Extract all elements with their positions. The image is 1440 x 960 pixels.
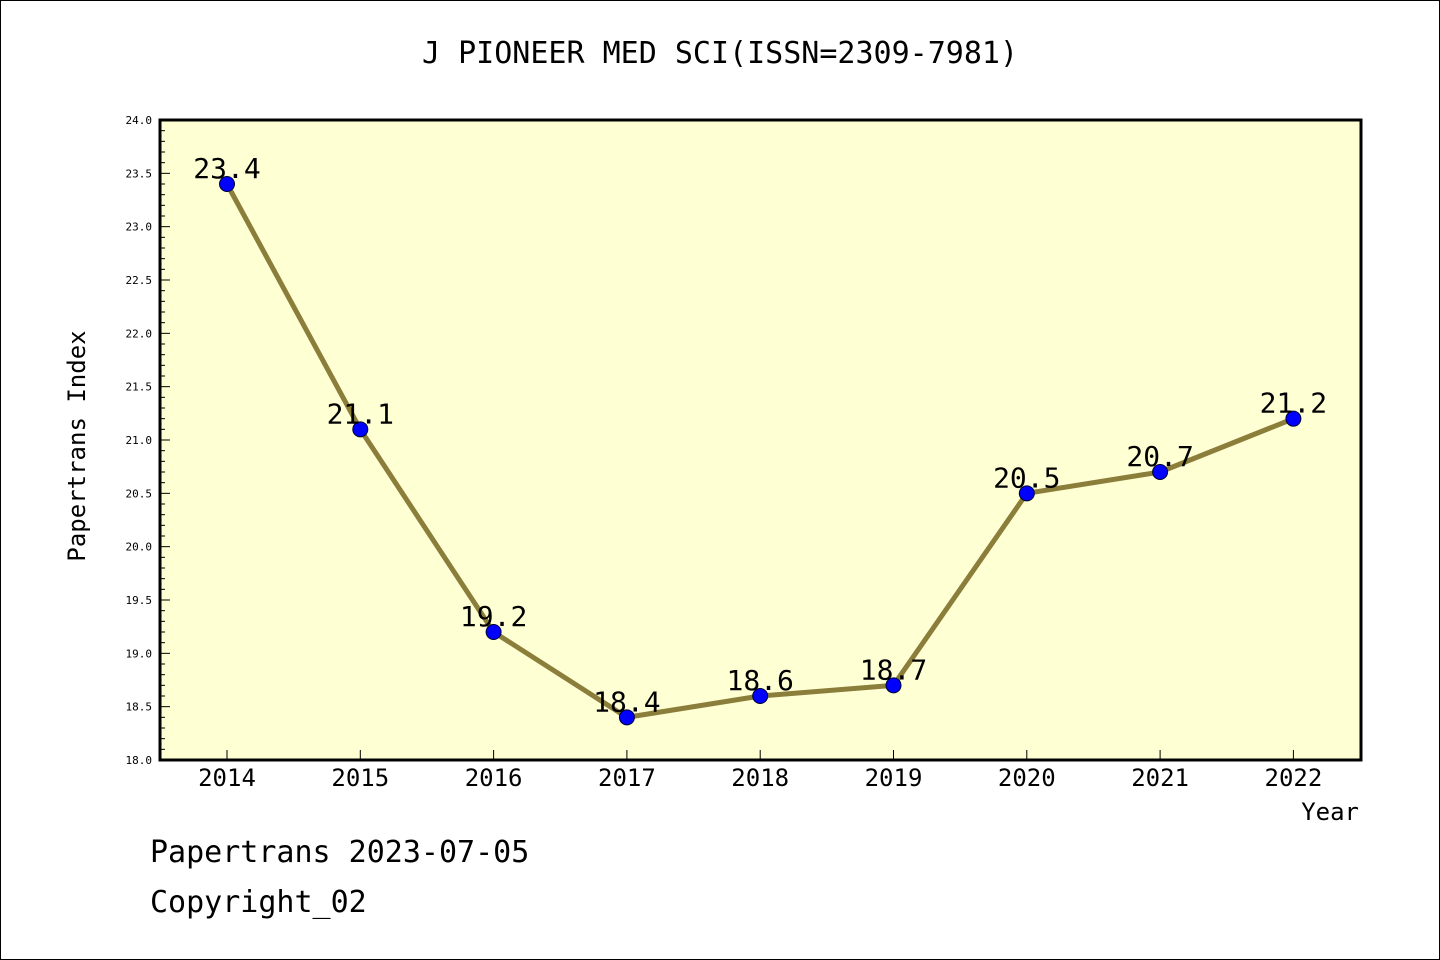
data-label: 18.7	[860, 653, 927, 686]
data-labels: 23.4 21.1 19.2 18.4 18.6 18.7 20.5 20.7 21.2	[193, 152, 1327, 718]
y-axis-title: Papertrans Index	[63, 330, 91, 561]
y-tick-label: 22.5	[126, 274, 153, 287]
x-tick-label: 2014	[198, 764, 256, 792]
plot-area	[160, 120, 1361, 760]
y-tick-label: 20.0	[126, 541, 153, 554]
y-tick-label: 23.0	[126, 221, 153, 234]
x-tick-label: 2016	[465, 764, 523, 792]
x-tick-label: 2022	[1265, 764, 1323, 792]
data-point	[1018, 485, 1035, 502]
data-point	[1152, 464, 1169, 480]
series-markers	[219, 176, 1302, 726]
y-tick-label: 18.0	[126, 754, 153, 767]
y-tick-label: 21.0	[126, 434, 153, 447]
y-tick-label: 18.5	[126, 701, 153, 714]
x-tick-label: 2019	[865, 764, 923, 792]
data-label: 21.1	[327, 397, 394, 430]
y-tick-label: 21.5	[126, 381, 153, 394]
y-tick-label: 20.5	[126, 487, 153, 500]
chart-title: J PIONEER MED SCI(ISSN=2309-7981)	[421, 36, 1019, 71]
data-point	[485, 624, 502, 640]
data-label: 19.2	[460, 600, 527, 633]
footer-copyright: Copyright_02	[150, 885, 367, 920]
y-tick-label: 19.5	[126, 594, 153, 607]
x-tick-label: 2021	[1131, 764, 1189, 792]
data-point	[885, 677, 902, 694]
data-label: 18.6	[726, 664, 793, 697]
data-point	[219, 176, 235, 192]
data-label: 20.5	[993, 461, 1060, 494]
footer-date: Papertrans 2023-07-05	[150, 835, 530, 870]
x-tick-label: 2017	[598, 764, 656, 792]
plot-border	[158, 118, 1363, 762]
y-axis-ticks: 18.0 18.5 19.0 19.5 20.0 20.5 21.0 21.5 22.0 22.5…	[126, 114, 170, 767]
data-label: 20.7	[1126, 440, 1193, 473]
data-label: 21.2	[1260, 387, 1327, 420]
x-tick-label: 2020	[998, 764, 1056, 792]
data-label: 18.4	[593, 685, 660, 718]
x-axis-title: Year	[1301, 798, 1359, 826]
data-point	[352, 421, 369, 438]
data-point	[618, 709, 635, 726]
x-axis-ticks: 2014 2015 2016 2017 2018 2019 2020 2021 2022	[198, 750, 1322, 792]
x-tick-label: 2015	[331, 764, 389, 792]
y-tick-label: 22.0	[126, 327, 153, 340]
y-tick-label: 23.5	[126, 167, 153, 180]
data-point	[1285, 410, 1302, 427]
x-tick-label: 2018	[731, 764, 789, 792]
y-tick-label: 19.0	[126, 647, 153, 660]
data-point	[752, 688, 769, 704]
data-label: 23.4	[193, 152, 260, 185]
y-tick-label: 24.0	[126, 114, 153, 127]
